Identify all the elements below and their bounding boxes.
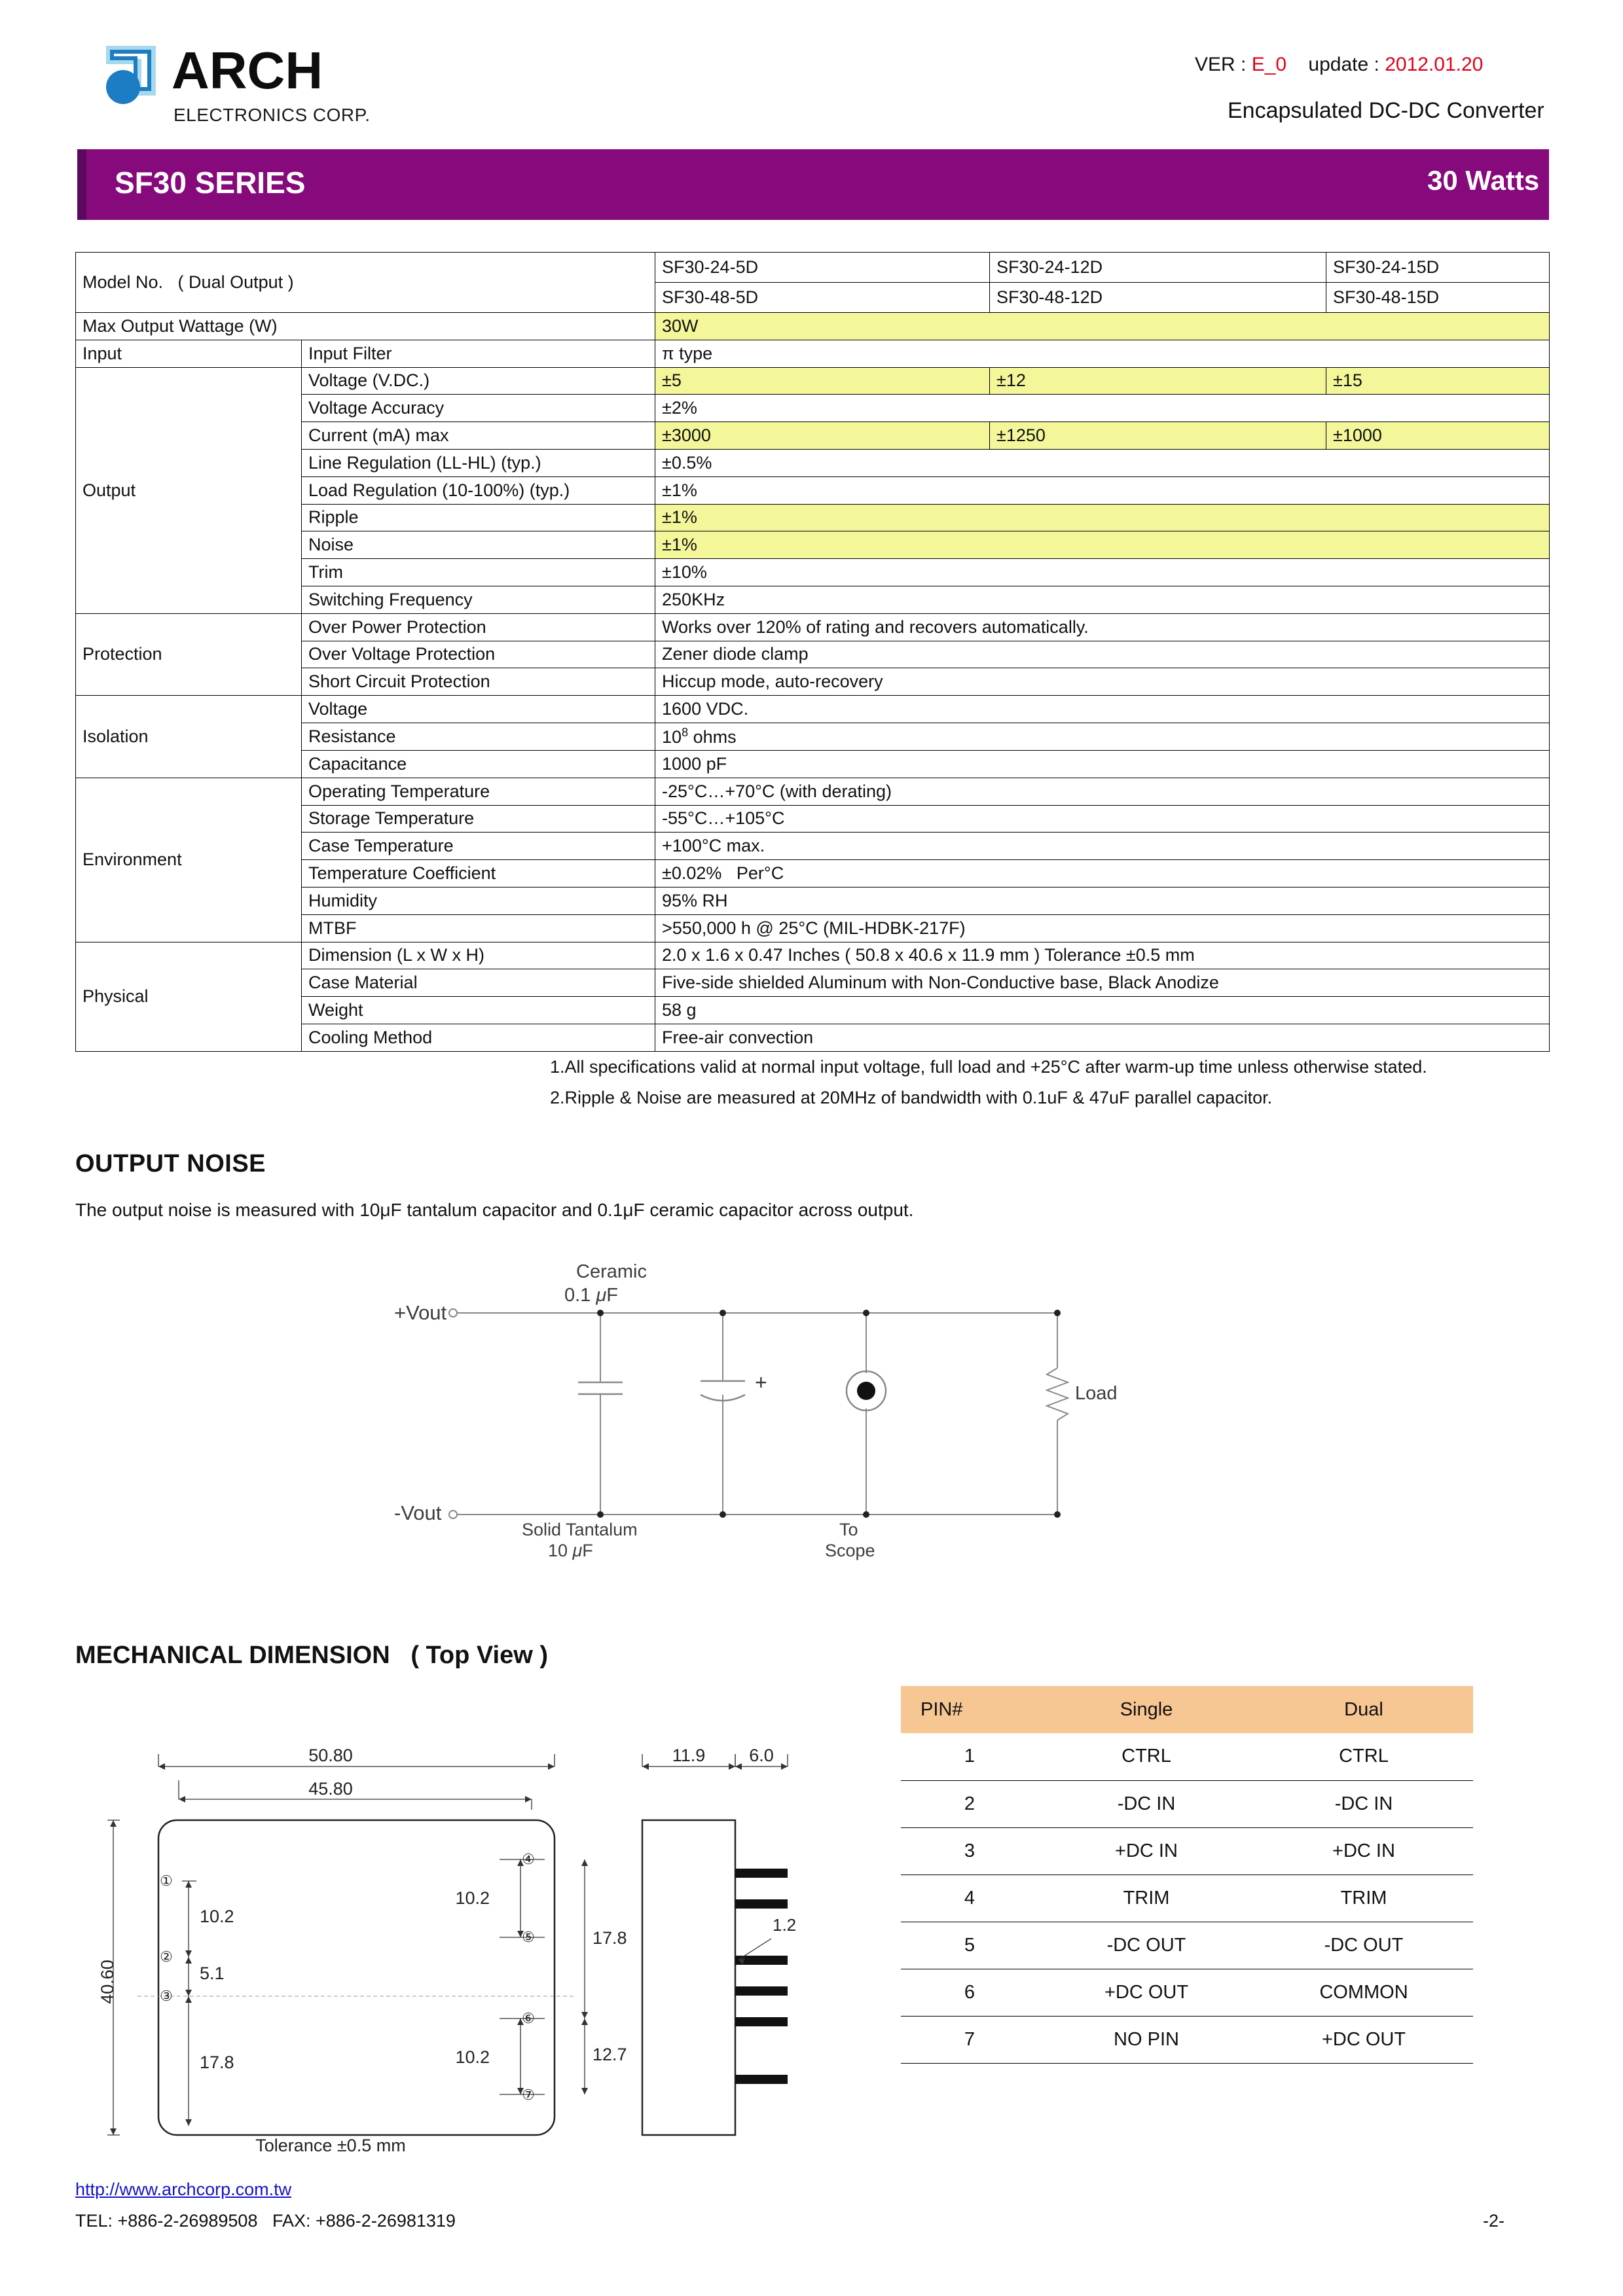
svg-text:10.2: 10.2 (200, 1907, 234, 1926)
svg-text:0.1 μF: 0.1 μF (564, 1285, 618, 1306)
svg-text:②: ② (160, 1948, 173, 1965)
svg-text:Scope: Scope (825, 1541, 875, 1560)
svg-text:10.2: 10.2 (455, 1888, 490, 1908)
svg-text:Tolerance ±0.5 mm: Tolerance ±0.5 mm (255, 2136, 405, 2155)
svg-text:+Vout: +Vout (394, 1301, 447, 1324)
svg-text:③: ③ (160, 1988, 173, 2004)
svg-text:Load: Load (1075, 1383, 1118, 1404)
svg-text:12.7: 12.7 (593, 2045, 627, 2064)
svg-text:17.8: 17.8 (593, 1928, 627, 1948)
svg-text:10.2: 10.2 (455, 2047, 490, 2067)
svg-text:45.80: 45.80 (308, 1779, 353, 1799)
svg-text:50.80: 50.80 (308, 1746, 353, 1765)
svg-text:11.9: 11.9 (672, 1746, 706, 1765)
svg-text:-Vout: -Vout (394, 1501, 442, 1524)
svg-text:Solid Tantalum: Solid Tantalum (522, 1520, 638, 1539)
svg-text:Ceramic: Ceramic (576, 1261, 647, 1282)
svg-text:①: ① (160, 1873, 173, 1889)
svg-text:To: To (839, 1520, 858, 1539)
svg-text:6.0: 6.0 (749, 1746, 774, 1765)
svg-text:40.60: 40.60 (98, 1960, 117, 2004)
svg-text:1.2: 1.2 (773, 1915, 796, 1935)
svg-text:+: + (755, 1371, 767, 1394)
svg-text:5.1: 5.1 (200, 1964, 225, 1983)
svg-text:17.8: 17.8 (200, 2053, 234, 2072)
svg-text:10 μF: 10 μF (548, 1541, 593, 1560)
